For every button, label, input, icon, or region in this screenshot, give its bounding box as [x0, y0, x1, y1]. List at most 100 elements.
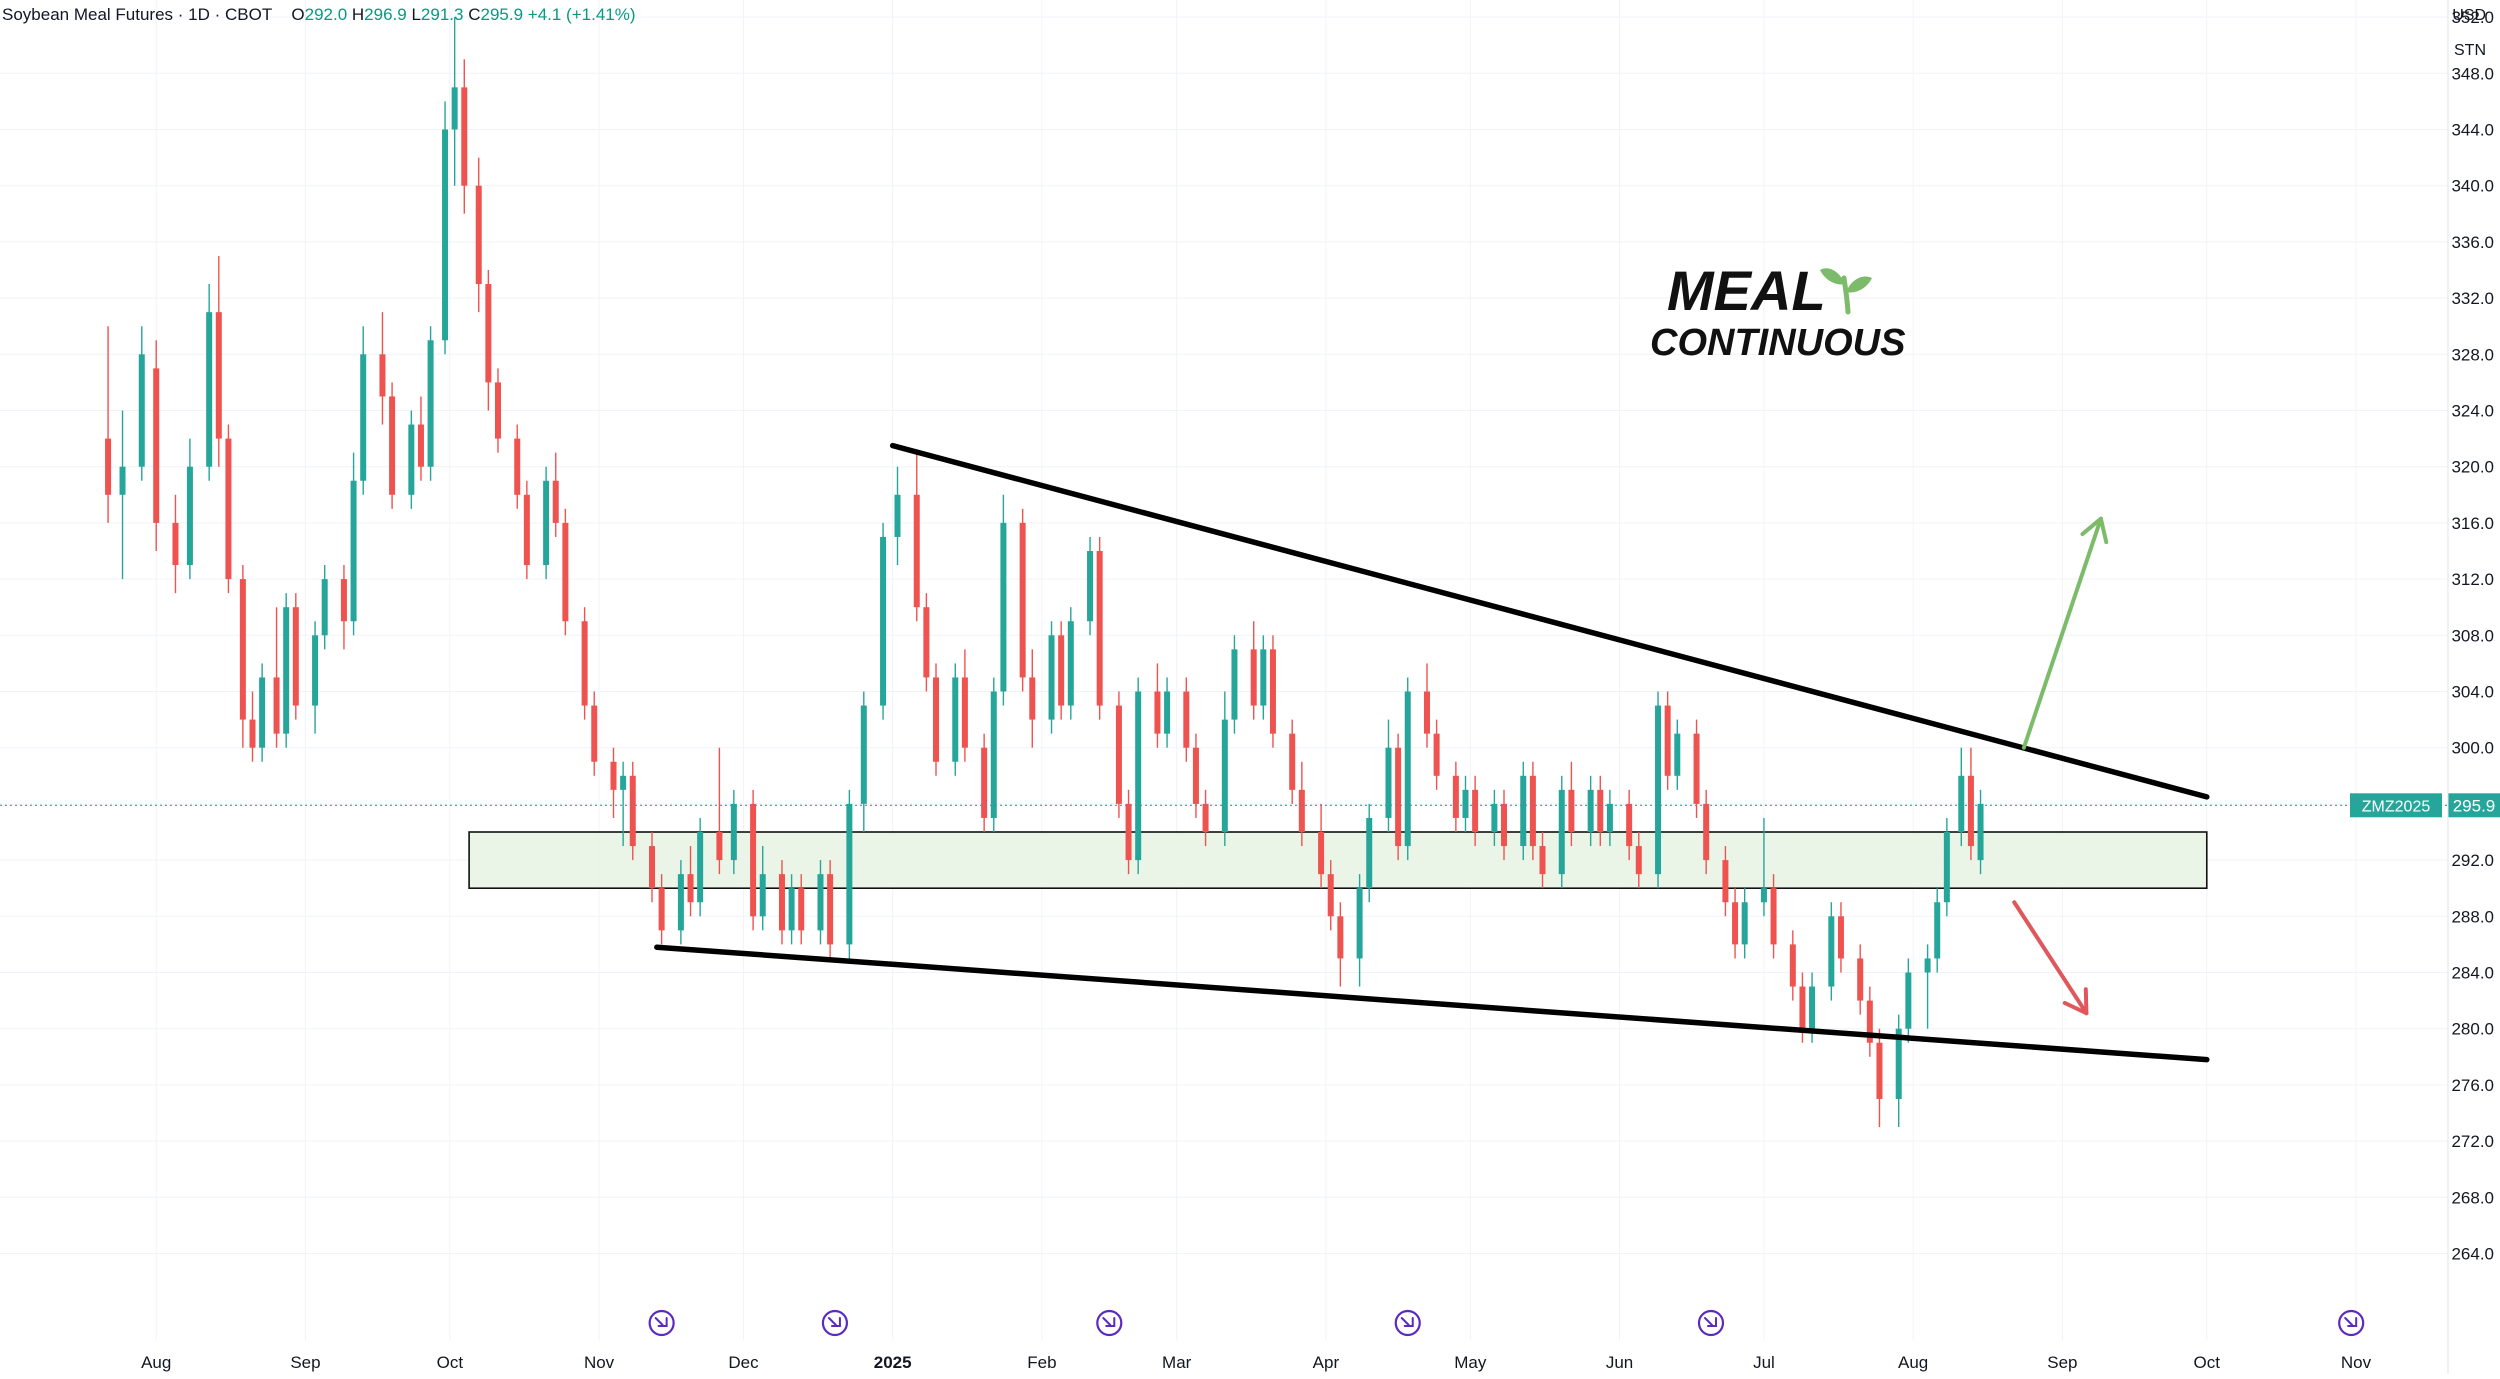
candle-body[interactable] [1115, 705, 1122, 804]
candle-body[interactable] [1626, 803, 1633, 847]
candle-body[interactable] [1183, 691, 1190, 748]
candle-body[interactable] [475, 185, 482, 285]
candle-body[interactable] [1231, 649, 1238, 720]
candle-body[interactable] [292, 607, 299, 706]
candle-body[interactable] [1404, 691, 1411, 847]
candle-body[interactable] [1587, 789, 1594, 832]
candle-body[interactable] [759, 874, 766, 917]
candle-body[interactable] [1164, 691, 1171, 734]
candle-body[interactable] [1770, 888, 1777, 945]
candle-body[interactable] [913, 494, 920, 608]
candle-body[interactable] [1298, 789, 1305, 832]
candle-body[interactable] [1501, 803, 1508, 847]
candle-body[interactable] [827, 874, 834, 945]
candle-body[interactable] [1674, 733, 1681, 776]
candle-body[interactable] [1539, 846, 1546, 875]
candle-body[interactable] [1967, 775, 1974, 847]
candle-body[interactable] [1876, 1042, 1883, 1099]
up-arrow-shaft[interactable] [2021, 516, 2103, 750]
candle-body[interactable] [990, 691, 997, 818]
candle-body[interactable] [798, 888, 805, 931]
candle-body[interactable] [494, 382, 501, 439]
candle-body[interactable] [1809, 986, 1816, 1029]
candle-body[interactable] [1048, 635, 1055, 720]
candle-body[interactable] [1958, 775, 1965, 832]
candle-body[interactable] [1260, 649, 1267, 706]
candle-body[interactable] [880, 536, 887, 706]
candle-body[interactable] [658, 888, 665, 931]
candle-body[interactable] [1356, 888, 1363, 959]
candle-body[interactable] [1029, 677, 1036, 720]
candle-body[interactable] [750, 803, 757, 917]
candle-body[interactable] [788, 888, 795, 931]
candle-body[interactable] [562, 522, 569, 622]
candle-body[interactable] [350, 480, 357, 622]
candle-body[interactable] [933, 677, 940, 762]
candle-body[interactable] [105, 438, 112, 495]
candle-body[interactable] [1058, 635, 1065, 706]
candle-body[interactable] [730, 803, 737, 861]
candle-body[interactable] [249, 719, 256, 748]
candle-body[interactable] [629, 775, 636, 847]
candle-body[interactable] [961, 677, 968, 748]
candle-body[interactable] [1289, 733, 1296, 790]
candle-body[interactable] [259, 677, 266, 748]
candle-body[interactable] [778, 874, 785, 931]
candle-body[interactable] [1202, 803, 1209, 832]
candle-body[interactable] [215, 312, 222, 439]
candle-body[interactable] [1568, 789, 1575, 832]
candle-body[interactable] [451, 87, 458, 130]
candle-body[interactable] [1760, 888, 1767, 903]
candle-body[interactable] [1703, 803, 1710, 861]
candle-body[interactable] [239, 579, 246, 720]
candle-body[interactable] [1799, 986, 1806, 1029]
candle-body[interactable] [610, 761, 617, 790]
candle-body[interactable] [1221, 719, 1228, 832]
candle-body[interactable] [1693, 733, 1700, 804]
candle-body[interactable] [817, 874, 824, 931]
candle-body[interactable] [1462, 789, 1469, 818]
candle-body[interactable] [1558, 789, 1565, 875]
candle-body[interactable] [1529, 775, 1536, 847]
candle-body[interactable] [1087, 551, 1094, 622]
candle-body[interactable] [1067, 621, 1074, 706]
candle-body[interactable] [1934, 902, 1941, 959]
candle-body[interactable] [1385, 747, 1392, 818]
candle-body[interactable] [620, 775, 627, 790]
candle-body[interactable] [273, 677, 280, 734]
candle-body[interactable] [360, 354, 367, 481]
support-trendline[interactable] [654, 944, 2210, 1063]
candle-body[interactable] [1135, 691, 1142, 861]
candle-body[interactable] [1895, 1028, 1902, 1099]
candle-body[interactable] [591, 705, 598, 762]
candle-body[interactable] [427, 340, 434, 467]
candle-body[interactable] [1655, 705, 1662, 875]
candle-body[interactable] [172, 522, 179, 566]
candle-body[interactable] [923, 607, 930, 678]
candle-body[interactable] [1606, 803, 1613, 832]
currency-label[interactable]: USD [2452, 7, 2486, 24]
candle-body[interactable] [846, 803, 853, 945]
candle-body[interactable] [340, 579, 347, 622]
down-arrow-shaft[interactable] [2012, 900, 2089, 1016]
candle-body[interactable] [442, 129, 449, 341]
candle-body[interactable] [1943, 832, 1950, 903]
candle-body[interactable] [1096, 551, 1103, 706]
candle-body[interactable] [552, 480, 559, 523]
candle-body[interactable] [1154, 691, 1161, 734]
candle-body[interactable] [1433, 733, 1440, 776]
candle-body[interactable] [687, 874, 694, 903]
candle-body[interactable] [1019, 522, 1026, 678]
candle-body[interactable] [138, 354, 145, 467]
candle-body[interactable] [1269, 649, 1276, 734]
candle-body[interactable] [1664, 705, 1671, 776]
candle-body[interactable] [1857, 958, 1864, 1001]
candle-body[interactable] [1318, 832, 1325, 875]
unit-label[interactable]: STN [2454, 42, 2486, 59]
candle-body[interactable] [1125, 803, 1132, 861]
candle-body[interactable] [649, 846, 656, 889]
candle-body[interactable] [379, 354, 386, 397]
candle-body[interactable] [1192, 747, 1199, 804]
candle-body[interactable] [1924, 958, 1931, 973]
